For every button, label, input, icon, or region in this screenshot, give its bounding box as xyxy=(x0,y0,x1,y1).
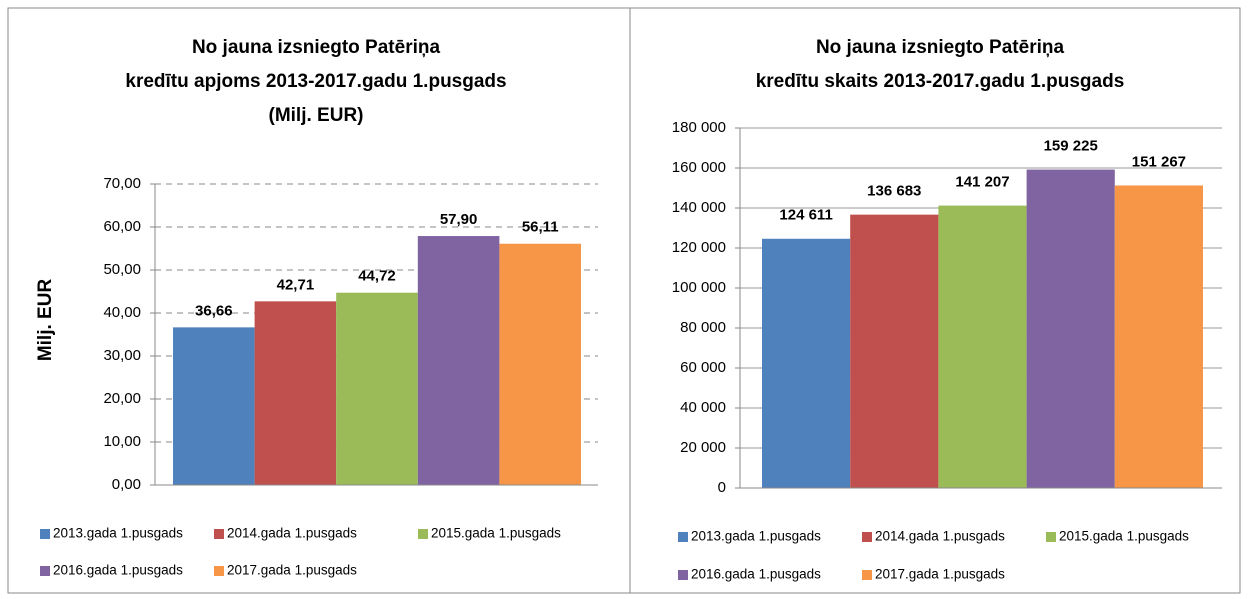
bar xyxy=(762,238,851,488)
data-label: 42,71 xyxy=(277,276,315,293)
legend-swatch xyxy=(678,532,688,542)
chart-title: kredītu skaits 2013-2017.gadu 1.pusgads xyxy=(756,71,1125,92)
legend-label: 2015.gada 1.pusgads xyxy=(431,526,561,541)
legend-label: 2017.gada 1.pusgads xyxy=(875,567,1005,582)
y-tick-label: 160 000 xyxy=(672,159,726,176)
y-tick-label: 20 000 xyxy=(680,439,726,456)
legend-label: 2014.gada 1.pusgads xyxy=(875,529,1005,544)
chart-title: (Milj. EUR) xyxy=(269,105,364,126)
y-tick-label: 0 xyxy=(718,479,726,496)
y-tick-label: 80 000 xyxy=(680,319,726,336)
y-tick-label: 50,00 xyxy=(103,261,141,278)
data-label: 141 207 xyxy=(955,174,1009,191)
legend-swatch xyxy=(862,570,872,580)
y-tick-label: 40,00 xyxy=(103,304,141,321)
y-tick-label: 60,00 xyxy=(103,218,141,235)
legend-label: 2014.gada 1.pusgads xyxy=(227,526,357,541)
legend-label: 2017.gada 1.pusgads xyxy=(227,563,357,578)
bar xyxy=(850,214,939,488)
y-tick-label: 30,00 xyxy=(103,347,141,364)
chart-title: No jauna izsniegto Patēriņa xyxy=(816,37,1065,58)
data-label: 56,11 xyxy=(522,219,559,236)
bar xyxy=(1026,169,1115,489)
y-tick-label: 70,00 xyxy=(103,175,141,192)
legend-swatch xyxy=(214,566,224,576)
bar xyxy=(336,292,418,485)
chart-title: kredītu apjoms 2013-2017.gadu 1.pusgads xyxy=(125,71,506,92)
y-tick-label: 20,00 xyxy=(103,390,141,407)
legend-label: 2016.gada 1.pusgads xyxy=(53,563,183,578)
legend-swatch xyxy=(214,529,224,539)
data-label: 136 683 xyxy=(867,183,921,200)
legend-swatch xyxy=(40,529,50,539)
legend-label: 2016.gada 1.pusgads xyxy=(691,567,821,582)
bar xyxy=(417,236,500,485)
legend-swatch xyxy=(678,570,688,580)
legend-swatch xyxy=(862,532,872,542)
bar xyxy=(938,205,1027,488)
legend-swatch xyxy=(418,529,428,539)
y-tick-label: 100 000 xyxy=(672,279,726,296)
y-tick-label: 140 000 xyxy=(672,199,726,216)
y-axis-label: Milj. EUR xyxy=(35,279,56,362)
legend-label: 2015.gada 1.pusgads xyxy=(1059,529,1189,544)
chart-title: No jauna izsniegto Patēriņa xyxy=(192,37,441,58)
bar xyxy=(1114,185,1203,488)
data-label: 151 267 xyxy=(1132,153,1186,170)
y-tick-label: 180 000 xyxy=(672,119,726,136)
bar xyxy=(499,243,581,485)
legend-swatch xyxy=(1046,532,1056,542)
data-label: 57,90 xyxy=(440,211,478,228)
y-tick-label: 40 000 xyxy=(680,399,726,416)
data-label: 124 611 xyxy=(779,207,832,224)
bar xyxy=(254,301,337,485)
legend-swatch xyxy=(40,566,50,576)
frame xyxy=(7,7,1241,594)
y-tick-label: 60 000 xyxy=(680,359,726,376)
y-tick-label: 0,00 xyxy=(112,476,141,493)
bar xyxy=(173,327,255,485)
data-label: 159 225 xyxy=(1044,138,1098,155)
data-label: 44,72 xyxy=(358,268,396,285)
legend-label: 2013.gada 1.pusgads xyxy=(53,526,183,541)
y-tick-label: 10,00 xyxy=(103,433,141,450)
y-tick-label: 120 000 xyxy=(672,239,726,256)
data-label: 36,66 xyxy=(195,302,233,319)
legend-label: 2013.gada 1.pusgads xyxy=(691,529,821,544)
